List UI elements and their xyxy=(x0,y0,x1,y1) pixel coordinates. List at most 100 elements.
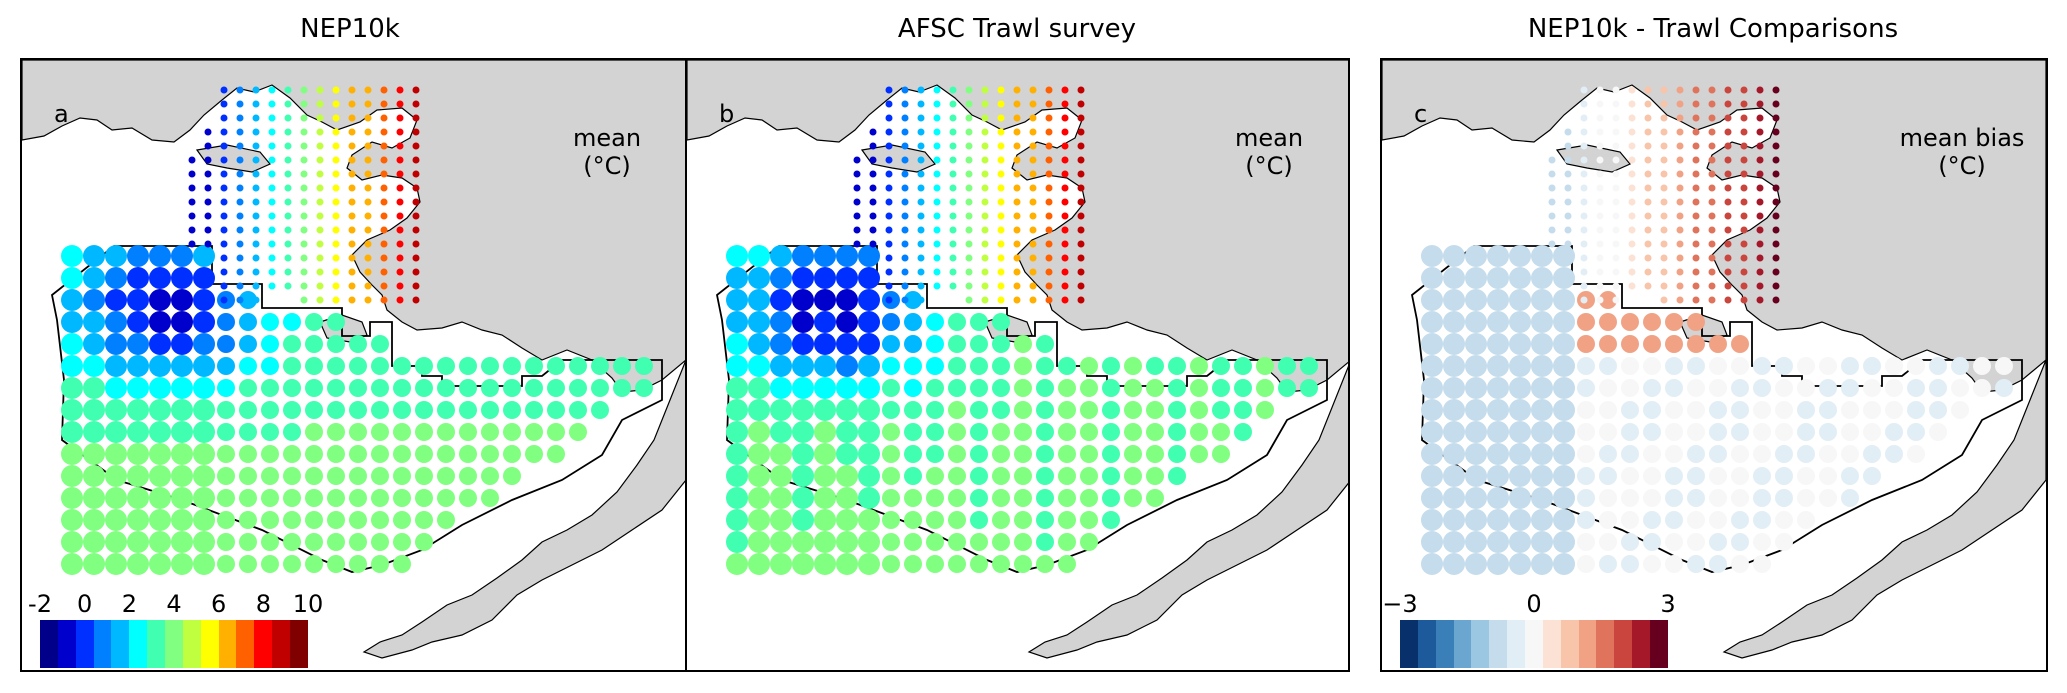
station-dot xyxy=(1580,170,1588,178)
station-dot xyxy=(1553,311,1575,333)
unit-label-c: mean bias (°C) xyxy=(1882,124,2042,180)
station-dot xyxy=(1621,357,1639,375)
station-dot xyxy=(316,198,324,206)
station-dot xyxy=(1124,379,1142,397)
station-dot xyxy=(882,423,900,441)
station-dot xyxy=(393,379,411,397)
station-dot xyxy=(1709,467,1727,485)
station-dot xyxy=(1772,114,1780,122)
station-dot xyxy=(836,531,858,553)
station-dot xyxy=(949,212,957,220)
station-dot xyxy=(261,467,279,485)
station-dot xyxy=(1660,170,1668,178)
station-dot xyxy=(770,553,792,575)
station-dot xyxy=(283,423,301,441)
station-dot xyxy=(981,296,989,304)
station-dot xyxy=(997,212,1005,220)
station-dot xyxy=(1045,240,1053,248)
station-dot xyxy=(901,268,909,276)
station-dot xyxy=(316,268,324,276)
station-dot xyxy=(858,377,880,399)
station-dot xyxy=(1644,100,1652,108)
station-dot xyxy=(814,399,836,421)
station-dot xyxy=(332,156,340,164)
station-dot xyxy=(933,128,941,136)
station-dot xyxy=(459,489,477,507)
station-dot xyxy=(1443,245,1465,267)
station-dot xyxy=(1740,212,1748,220)
station-dot xyxy=(1061,240,1069,248)
station-dot xyxy=(1080,401,1098,419)
station-dot xyxy=(965,282,973,290)
station-dot xyxy=(349,489,367,507)
station-dot xyxy=(1907,357,1925,375)
station-dot xyxy=(1772,128,1780,136)
station-dot xyxy=(1628,282,1636,290)
station-dot xyxy=(904,555,922,573)
station-dot xyxy=(268,254,276,262)
station-dot xyxy=(997,100,1005,108)
station-dot xyxy=(327,379,345,397)
station-dot xyxy=(193,399,215,421)
station-dot xyxy=(981,100,989,108)
station-dot xyxy=(981,282,989,290)
station-dot xyxy=(83,509,105,531)
station-dot xyxy=(481,445,499,463)
station-dot xyxy=(61,553,83,575)
colorbar-swatch xyxy=(1507,620,1526,668)
station-dot xyxy=(1724,240,1732,248)
station-dot xyxy=(1643,401,1661,419)
station-dot xyxy=(284,184,292,192)
station-dot xyxy=(591,379,609,397)
station-dot xyxy=(1013,100,1021,108)
station-dot xyxy=(1465,443,1487,465)
station-dot xyxy=(364,296,372,304)
station-dot xyxy=(1692,254,1700,262)
station-dot xyxy=(1029,128,1037,136)
station-dot xyxy=(792,333,814,355)
station-dot xyxy=(1443,421,1465,443)
station-dot xyxy=(1509,487,1531,509)
station-dot xyxy=(1687,401,1705,419)
station-dot xyxy=(1487,311,1509,333)
station-dot xyxy=(236,268,244,276)
station-dot xyxy=(305,401,323,419)
station-dot xyxy=(1234,357,1252,375)
station-dot xyxy=(348,268,356,276)
station-dot xyxy=(1772,254,1780,262)
station-dot xyxy=(412,240,420,248)
station-dot xyxy=(948,467,966,485)
station-dot xyxy=(348,156,356,164)
station-dot xyxy=(1168,401,1186,419)
colorbar-swatch xyxy=(1560,620,1579,668)
station-dot xyxy=(1676,86,1684,94)
station-dot xyxy=(1061,142,1069,150)
station-dot xyxy=(792,443,814,465)
station-dot xyxy=(770,399,792,421)
station-dot xyxy=(1951,401,1969,419)
station-dot xyxy=(970,313,988,331)
station-dot xyxy=(1013,212,1021,220)
station-dot xyxy=(1841,467,1859,485)
station-dot xyxy=(1102,511,1120,529)
station-dot xyxy=(217,335,235,353)
station-dot xyxy=(284,268,292,276)
station-dot xyxy=(1644,184,1652,192)
station-dot xyxy=(1753,423,1771,441)
station-dot xyxy=(1676,156,1684,164)
station-dot xyxy=(1775,357,1793,375)
station-dot xyxy=(1058,467,1076,485)
station-dot xyxy=(726,377,748,399)
station-dot xyxy=(1676,184,1684,192)
colorbar-swatch xyxy=(272,620,291,668)
station-dot xyxy=(885,170,893,178)
station-dot xyxy=(396,86,404,94)
station-dot xyxy=(1102,357,1120,375)
station-dot xyxy=(193,377,215,399)
station-dot xyxy=(885,226,893,234)
station-dot xyxy=(1045,226,1053,234)
station-dot xyxy=(1596,142,1604,150)
station-dot xyxy=(1995,357,2013,375)
station-dot xyxy=(1596,114,1604,122)
station-dot xyxy=(349,555,367,573)
